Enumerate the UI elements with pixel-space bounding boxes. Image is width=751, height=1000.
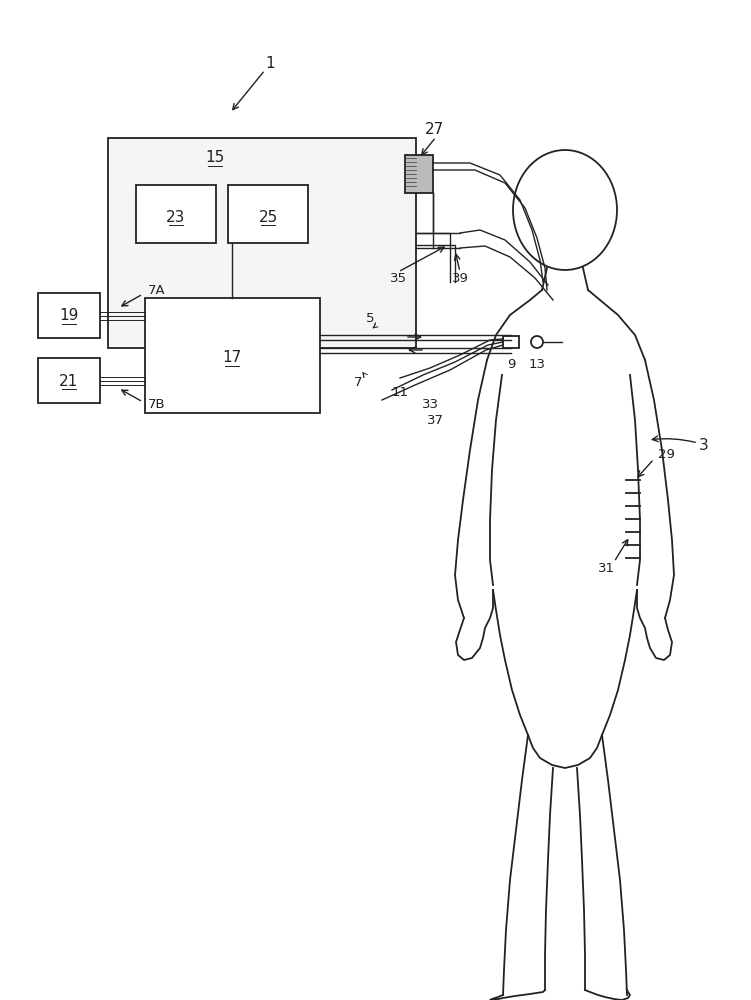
- Text: 3: 3: [699, 438, 709, 452]
- Text: 23: 23: [166, 210, 185, 225]
- Bar: [228, 185, 308, 243]
- Text: 9: 9: [507, 358, 515, 370]
- Text: 5: 5: [366, 312, 374, 324]
- Text: 1: 1: [265, 55, 275, 70]
- Text: 17: 17: [222, 351, 242, 365]
- Text: 35: 35: [390, 271, 406, 284]
- Text: 33: 33: [421, 398, 439, 412]
- Bar: [145, 298, 320, 413]
- Text: 27: 27: [425, 122, 445, 137]
- Text: 7A: 7A: [148, 284, 166, 296]
- Bar: [38, 358, 100, 403]
- Ellipse shape: [513, 150, 617, 270]
- Bar: [38, 293, 100, 338]
- Text: 13: 13: [529, 358, 545, 370]
- Bar: [136, 185, 216, 243]
- Text: 15: 15: [205, 150, 225, 165]
- Text: 31: 31: [598, 562, 614, 574]
- Text: 7: 7: [354, 375, 362, 388]
- Text: 19: 19: [59, 308, 79, 324]
- Bar: [108, 138, 416, 348]
- Text: 21: 21: [59, 373, 79, 388]
- Text: 7B: 7B: [148, 398, 166, 412]
- Text: 11: 11: [391, 386, 409, 399]
- Bar: [503, 336, 519, 348]
- Bar: [405, 155, 433, 193]
- Text: 39: 39: [451, 271, 469, 284]
- Text: 37: 37: [427, 414, 444, 426]
- Text: 25: 25: [258, 210, 278, 225]
- Text: 29: 29: [658, 448, 675, 462]
- Circle shape: [531, 336, 543, 348]
